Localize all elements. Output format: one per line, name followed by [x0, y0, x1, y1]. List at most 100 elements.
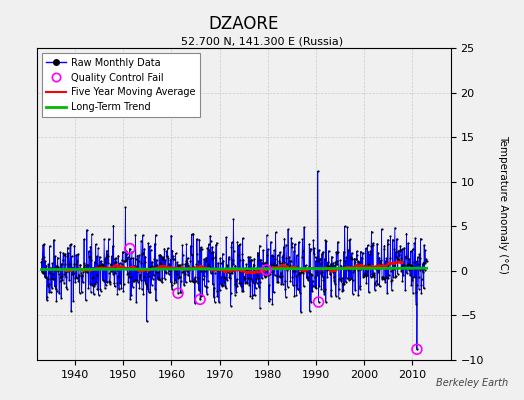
Point [198, 246, 206, 252]
Point [46, 265, 54, 272]
Point [100, 236, 108, 242]
Point [102, 282, 110, 288]
Point [151, 232, 160, 238]
Point [166, 264, 174, 271]
Point [74, 278, 83, 284]
Point [307, 246, 315, 252]
Point [399, 265, 408, 271]
Point [282, 242, 290, 248]
Point [41, 258, 49, 264]
Point [351, 259, 359, 266]
Point [114, 252, 123, 259]
Point [408, 276, 416, 283]
Point [117, 265, 125, 272]
Point [201, 268, 209, 274]
Point [137, 238, 145, 244]
Point [358, 250, 367, 256]
Point [269, 253, 277, 260]
Point [89, 274, 97, 281]
Point [73, 258, 81, 264]
Point [128, 248, 136, 255]
Point [150, 264, 158, 270]
Point [279, 244, 288, 250]
Point [392, 254, 401, 260]
Point [124, 278, 133, 285]
Point [238, 235, 247, 242]
Point [264, 271, 272, 277]
Point [354, 266, 362, 273]
Point [78, 289, 86, 295]
Point [401, 287, 409, 293]
Point [200, 273, 208, 280]
Point [209, 281, 217, 288]
Point [132, 256, 140, 262]
Point [257, 256, 265, 263]
Point [73, 275, 81, 281]
Point [166, 256, 174, 263]
Point [57, 261, 65, 267]
Point [146, 289, 155, 295]
Point [179, 266, 188, 272]
Point [302, 275, 311, 281]
Point [40, 254, 49, 260]
Point [170, 266, 178, 272]
Point [94, 245, 102, 252]
Point [291, 241, 299, 247]
Point [88, 231, 96, 238]
Point [395, 257, 403, 263]
Point [195, 236, 203, 243]
Point [224, 269, 233, 276]
Point [191, 274, 200, 281]
Point [420, 242, 428, 248]
Point [157, 256, 166, 262]
Point [90, 291, 98, 298]
Point [341, 257, 350, 264]
Point [151, 286, 159, 292]
Point [243, 280, 252, 286]
Point [194, 258, 203, 264]
Point [129, 255, 138, 262]
Point [346, 254, 355, 260]
Point [329, 260, 337, 266]
Point [414, 274, 423, 280]
Point [64, 267, 72, 274]
Point [161, 257, 169, 264]
Point [408, 246, 417, 252]
Point [359, 264, 368, 270]
Point [274, 252, 282, 259]
Point [349, 277, 357, 283]
Point [405, 255, 413, 262]
Point [169, 256, 178, 262]
Point [99, 277, 107, 284]
Point [420, 266, 429, 273]
Point [208, 244, 216, 250]
Point [276, 249, 284, 255]
Point [328, 254, 336, 260]
Point [192, 263, 200, 270]
Point [39, 270, 48, 276]
Point [162, 269, 170, 276]
Point [420, 285, 428, 292]
Point [312, 254, 321, 260]
Point [365, 251, 374, 257]
Point [126, 245, 134, 252]
Point [111, 270, 119, 276]
Point [160, 276, 169, 282]
Point [235, 280, 244, 286]
Point [210, 294, 218, 300]
Point [237, 269, 245, 275]
Point [62, 284, 71, 290]
Point [121, 258, 129, 264]
Point [82, 265, 91, 272]
Point [243, 266, 251, 273]
Point [394, 256, 402, 262]
Point [39, 270, 47, 276]
Point [388, 277, 396, 283]
Point [136, 274, 145, 280]
Point [136, 276, 145, 283]
Point [82, 266, 90, 273]
Point [384, 240, 392, 247]
Point [353, 248, 361, 254]
Point [353, 252, 361, 258]
Point [322, 262, 331, 268]
